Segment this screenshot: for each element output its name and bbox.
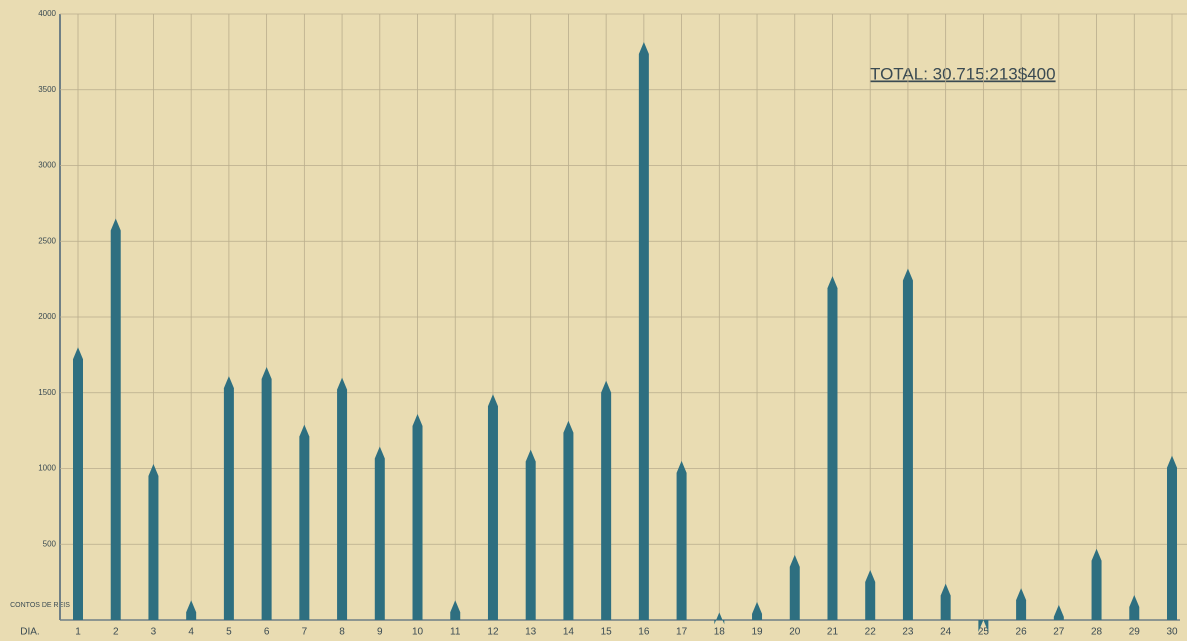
y-tick-label: 2000 (38, 312, 56, 321)
x-tick-label: 30 (1166, 627, 1178, 638)
bar (1091, 548, 1102, 620)
bar (110, 218, 121, 620)
bar (1129, 595, 1140, 620)
x-tick-label: 12 (487, 627, 499, 638)
y-axis-label: CONTOS DE REIS (10, 602, 70, 609)
x-tick-label: 16 (638, 627, 650, 638)
bar (148, 463, 159, 620)
bar (337, 377, 348, 620)
x-tick-label: 28 (1091, 627, 1103, 638)
x-tick-label: 6 (264, 627, 270, 638)
bar (450, 600, 461, 620)
x-tick-label: 26 (1016, 627, 1028, 638)
bar (563, 420, 574, 620)
y-tick-label: 3000 (38, 161, 56, 170)
x-tick-label: 23 (902, 627, 914, 638)
x-tick-label: 20 (789, 627, 801, 638)
x-tick-label: 15 (601, 627, 613, 638)
bar (412, 413, 423, 620)
bar (525, 449, 536, 620)
y-tick-label: 2500 (38, 236, 56, 245)
bar (186, 600, 197, 620)
bar (487, 394, 498, 620)
x-tick-label: 13 (525, 627, 537, 638)
x-tick-label: 7 (302, 627, 308, 638)
bar (865, 570, 876, 620)
x-tick-label: 3 (151, 627, 157, 638)
x-tick-label: 8 (339, 627, 345, 638)
x-tick-label: 25 (978, 627, 990, 638)
total-annotation: TOTAL: 30.715:213$400 (870, 64, 1056, 83)
x-tick-label: 9 (377, 627, 383, 638)
bar (374, 446, 385, 620)
x-tick-label: 11 (450, 627, 461, 638)
x-tick-label: 5 (226, 627, 232, 638)
x-tick-label: 24 (940, 627, 952, 638)
bar (940, 583, 951, 620)
bar (1016, 588, 1027, 620)
x-tick-label: 10 (412, 627, 424, 638)
bar (601, 380, 612, 620)
x-tick-label: 1 (75, 627, 81, 638)
x-tick-label: 18 (714, 627, 726, 638)
bar (676, 460, 687, 620)
x-tick-label: 14 (563, 627, 575, 638)
bar (261, 366, 272, 620)
x-tick-label: 2 (113, 627, 119, 638)
bar (1053, 604, 1064, 620)
x-tick-label: 29 (1129, 627, 1141, 638)
x-tick-label: 21 (827, 627, 839, 638)
x-tick-label: 27 (1053, 627, 1065, 638)
bar (752, 601, 763, 620)
bar (714, 612, 725, 625)
bar (299, 424, 310, 620)
bar (638, 42, 649, 620)
y-tick-label: 4000 (38, 9, 56, 18)
y-tick-label: 500 (43, 539, 57, 548)
y-tick-label: 1000 (38, 464, 56, 473)
y-tick-label: 1500 (38, 388, 56, 397)
bar (827, 276, 838, 620)
x-tick-label: 17 (676, 627, 688, 638)
bar (789, 554, 800, 620)
bar (978, 620, 989, 632)
bar (902, 268, 913, 620)
bar (1167, 455, 1177, 620)
bar (223, 376, 234, 620)
y-tick-label: 3500 (38, 85, 56, 94)
bar (73, 347, 83, 620)
x-tick-label: 22 (865, 627, 877, 638)
x-tick-label: 19 (751, 627, 763, 638)
x-axis-label: DIA. (20, 627, 39, 638)
x-tick-label: 4 (188, 627, 194, 638)
